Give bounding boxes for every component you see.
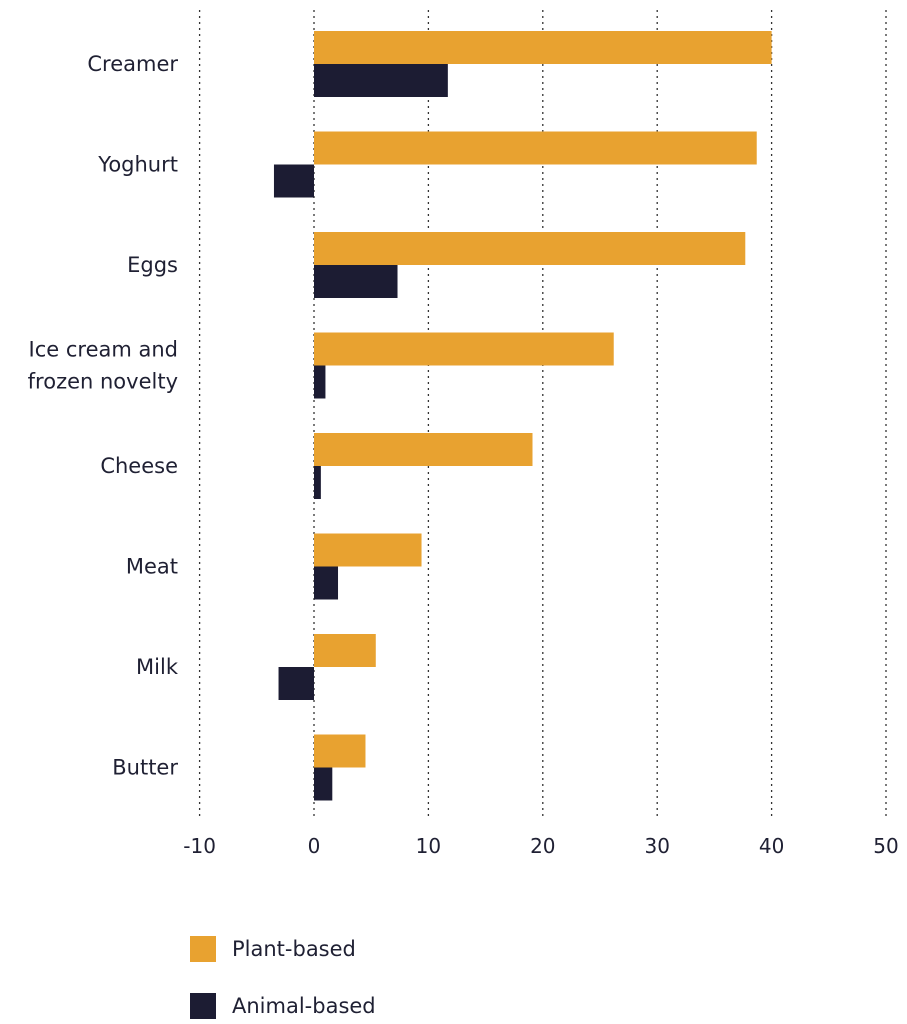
bar-animal-based-3: [314, 365, 326, 399]
category-label-7: Butter: [112, 756, 178, 780]
bar-plant-based-5: [314, 533, 422, 567]
bar-chart: Creamer Yoghurt Eggs Ice cream and frozen no…: [28, 10, 899, 858]
bars: [273, 31, 772, 801]
x-tick-label-1: 0: [308, 834, 321, 858]
category-label-6: Milk: [136, 655, 179, 679]
bar-plant-based-7: [314, 734, 366, 768]
bar-plant-based-6: [314, 634, 376, 667]
x-tick-label-6: 50: [873, 834, 898, 858]
bar-plant-based-1: [314, 131, 757, 165]
x-axis-tick-labels: -10 0 10 20 30 40 50: [183, 834, 898, 858]
category-label-1: Yoghurt: [97, 153, 178, 177]
x-tick-label-0: -10: [183, 834, 216, 858]
category-labels: Creamer Yoghurt Eggs Ice cream and frozen no…: [28, 52, 179, 780]
legend-label-animal-based: Animal-based: [232, 994, 376, 1018]
bar-animal-based-1: [273, 164, 314, 198]
legend-item-plant-based: Plant-based: [190, 934, 356, 964]
bar-animal-based-0: [314, 64, 448, 97]
legend-swatch-plant-based: [190, 936, 216, 962]
legend-2: Animal-based: [190, 991, 376, 1021]
x-tick-label-4: 30: [644, 834, 669, 858]
x-tick-label-5: 40: [759, 834, 784, 858]
x-tick-label-2: 10: [416, 834, 441, 858]
legend: Plant-based: [190, 934, 356, 964]
category-label-2: Eggs: [127, 253, 178, 277]
legend-item-animal-based: Animal-based: [190, 991, 376, 1021]
x-tick-label-3: 20: [530, 834, 555, 858]
bar-plant-based-2: [314, 232, 746, 265]
bar-animal-based-6: [278, 667, 314, 700]
category-label-0: Creamer: [87, 52, 178, 76]
category-label-3-line-1: frozen novelty: [28, 370, 178, 394]
bar-plant-based-0: [314, 31, 772, 64]
bar-animal-based-4: [314, 466, 321, 499]
bar-plant-based-3: [314, 332, 614, 366]
category-label-3-line-0: Ice cream and: [29, 338, 178, 362]
category-label-4: Cheese: [100, 454, 178, 478]
legend-label-plant-based: Plant-based: [232, 937, 356, 961]
category-label-5: Meat: [126, 555, 178, 579]
bar-animal-based-5: [314, 566, 339, 600]
bar-plant-based-4: [314, 433, 533, 466]
bar-animal-based-7: [314, 767, 333, 801]
legend-swatch-animal-based: [190, 993, 216, 1019]
bar-animal-based-2: [314, 265, 398, 298]
